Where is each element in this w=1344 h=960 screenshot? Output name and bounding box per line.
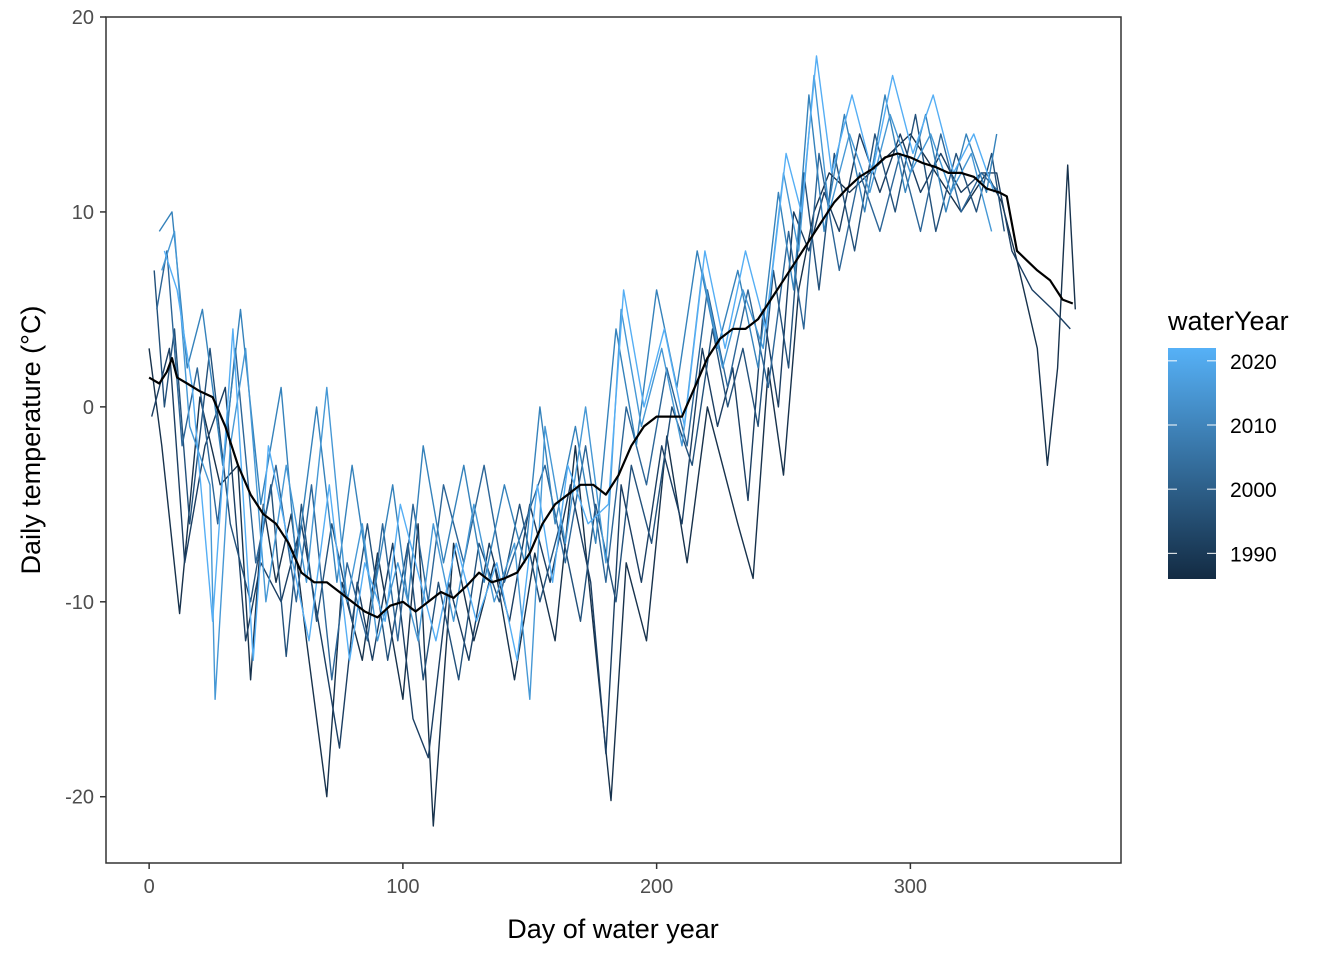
legend-colorbar <box>1168 348 1216 579</box>
median-layer <box>148 152 1074 619</box>
legend-label-2000: 2000 <box>1230 479 1277 502</box>
y-tick-label--10: -10 <box>65 592 94 614</box>
series-layer <box>148 55 1076 827</box>
legend: waterYear 1990 2000 2010 2020 <box>1167 306 1289 579</box>
y-tick-label--20: -20 <box>65 787 94 809</box>
x-tick-label-300: 300 <box>894 876 927 898</box>
x-tick-label-100: 100 <box>386 876 419 898</box>
legend-title: waterYear <box>1167 306 1289 336</box>
series-line-2016 <box>161 74 993 700</box>
x-tick-label-0: 0 <box>144 876 155 898</box>
y-tick-label-0: 0 <box>83 397 94 419</box>
y-axis-title: Daily temperature (°C) <box>16 306 46 575</box>
series-line-2021 <box>163 55 995 661</box>
y-tick-label-20: 20 <box>72 7 94 29</box>
legend-label-2010: 2010 <box>1230 415 1277 438</box>
series-line-2010 <box>158 94 998 603</box>
x-axis: 0 100 200 300 <box>144 863 927 898</box>
x-axis-title: Day of water year <box>507 914 719 944</box>
y-axis: -20 -10 0 10 20 <box>65 7 106 809</box>
y-tick-label-10: 10 <box>72 202 94 224</box>
series-line-1998 <box>153 113 1005 681</box>
x-tick-label-200: 200 <box>640 876 673 898</box>
median-line <box>148 152 1074 619</box>
series-line-1988 <box>148 133 1076 827</box>
legend-label-2020: 2020 <box>1230 351 1277 374</box>
legend-ticks: 1990 2000 2010 2020 <box>1168 351 1277 566</box>
plot-panel-border <box>105 16 1122 864</box>
legend-label-1990: 1990 <box>1230 543 1277 566</box>
